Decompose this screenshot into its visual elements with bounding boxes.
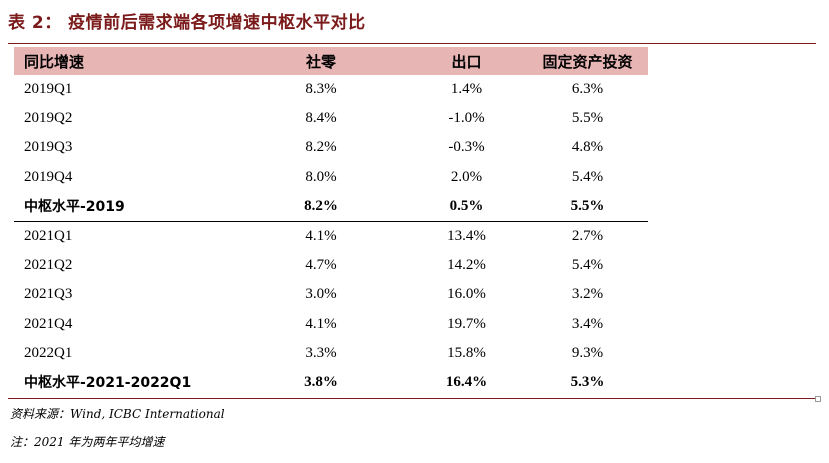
table-row: 2021Q2 4.7% 14.2% 5.4% bbox=[14, 251, 648, 280]
retail-value: 4.7% bbox=[305, 257, 337, 274]
export-value: 13.4% bbox=[447, 228, 486, 245]
fai-value: 5.4% bbox=[571, 257, 604, 274]
row-label: 2021Q2 bbox=[24, 257, 73, 274]
header-cell-retail: 社零 bbox=[305, 52, 336, 71]
table-row: 2019Q2 8.4% -1.0% 5.5% bbox=[14, 104, 648, 133]
export-value: 19.7% bbox=[447, 315, 486, 332]
table-header-row: 同比增速 社零 出口 固定资产投资 bbox=[14, 47, 648, 75]
export-value: -0.3% bbox=[448, 139, 485, 156]
resize-handle[interactable] bbox=[815, 396, 821, 402]
bottom-divider bbox=[8, 398, 816, 399]
retail-value: 3.3% bbox=[305, 344, 337, 361]
export-value: 1.4% bbox=[450, 81, 483, 98]
row-label: 2019Q2 bbox=[24, 110, 73, 127]
fai-value: 3.4% bbox=[571, 315, 604, 332]
data-table: 同比增速 社零 出口 固定资产投资 2019Q1 8.3% 1.4% 6.3% 2019… bbox=[14, 47, 648, 397]
export-value: 2.0% bbox=[450, 168, 483, 185]
fai-value: 9.3% bbox=[571, 344, 604, 361]
fai-value: 5.4% bbox=[571, 168, 604, 185]
export-value: 16.4% bbox=[445, 373, 488, 390]
fai-value: 3.2% bbox=[571, 286, 604, 303]
export-value: 0.5% bbox=[449, 197, 484, 214]
retail-value: 8.0% bbox=[305, 168, 337, 185]
fai-value: 5.5% bbox=[570, 197, 605, 214]
fai-value: 2.7% bbox=[571, 228, 604, 245]
source-note: 资料来源：Wind, ICBC International bbox=[10, 407, 225, 421]
row-label: 2019Q4 bbox=[24, 168, 73, 185]
row-label: 中枢水平-2021-2022Q1 bbox=[24, 375, 192, 392]
title-divider bbox=[8, 43, 816, 44]
retail-value: 8.4% bbox=[305, 110, 337, 127]
summary-row: 中枢水平-2021-2022Q1 3.8% 16.4% 5.3% bbox=[14, 368, 648, 397]
row-label: 2019Q3 bbox=[24, 139, 73, 156]
table-title: 表 2： 疫情前后需求端各项增速中枢水平对比 bbox=[8, 13, 366, 33]
table-row: 2022Q1 3.3% 15.8% 9.3% bbox=[14, 339, 648, 368]
fai-value: 4.8% bbox=[571, 139, 604, 156]
table-row: 2021Q3 3.0% 16.0% 3.2% bbox=[14, 280, 648, 309]
row-label: 2021Q1 bbox=[24, 228, 73, 245]
export-value: -1.0% bbox=[448, 110, 485, 127]
fai-value: 6.3% bbox=[571, 81, 604, 98]
row-label: 中枢水平-2019 bbox=[24, 199, 125, 216]
retail-value: 4.1% bbox=[305, 228, 337, 245]
export-value: 14.2% bbox=[447, 257, 486, 274]
table-row: 2019Q1 8.3% 1.4% 6.3% bbox=[14, 75, 648, 104]
retail-value: 8.2% bbox=[305, 139, 337, 156]
row-label: 2022Q1 bbox=[24, 344, 73, 361]
header-cell-metric: 同比增速 bbox=[24, 52, 85, 71]
row-label: 2021Q3 bbox=[24, 286, 73, 303]
table-body: 2019Q1 8.3% 1.4% 6.3% 2019Q2 8.4% -1.0% 5.5% 201… bbox=[14, 75, 648, 397]
table-row: 2019Q4 8.0% 2.0% 5.4% bbox=[14, 163, 648, 192]
row-label: 2019Q1 bbox=[24, 81, 73, 98]
header-cell-fai: 固定资产投资 bbox=[542, 52, 633, 71]
retail-value: 4.1% bbox=[305, 315, 337, 332]
retail-value: 3.0% bbox=[305, 286, 337, 303]
footnote: 注：2021 年为两年平均增速 bbox=[10, 435, 165, 449]
table-row: 2019Q3 8.2% -0.3% 4.8% bbox=[14, 133, 648, 162]
fai-value: 5.5% bbox=[571, 110, 604, 127]
table-row: 2021Q1 4.1% 13.4% 2.7% bbox=[14, 222, 648, 251]
retail-value: 8.3% bbox=[305, 81, 337, 98]
summary-row: 中枢水平-2019 8.2% 0.5% 5.5% bbox=[14, 192, 648, 222]
retail-value: 3.8% bbox=[304, 373, 338, 390]
export-value: 15.8% bbox=[447, 344, 486, 361]
row-label: 2021Q4 bbox=[24, 315, 73, 332]
export-value: 16.0% bbox=[447, 286, 486, 303]
fai-value: 5.3% bbox=[570, 373, 605, 390]
retail-value: 8.2% bbox=[304, 197, 338, 214]
table-row: 2021Q4 4.1% 19.7% 3.4% bbox=[14, 310, 648, 339]
header-cell-export: 出口 bbox=[451, 52, 482, 71]
